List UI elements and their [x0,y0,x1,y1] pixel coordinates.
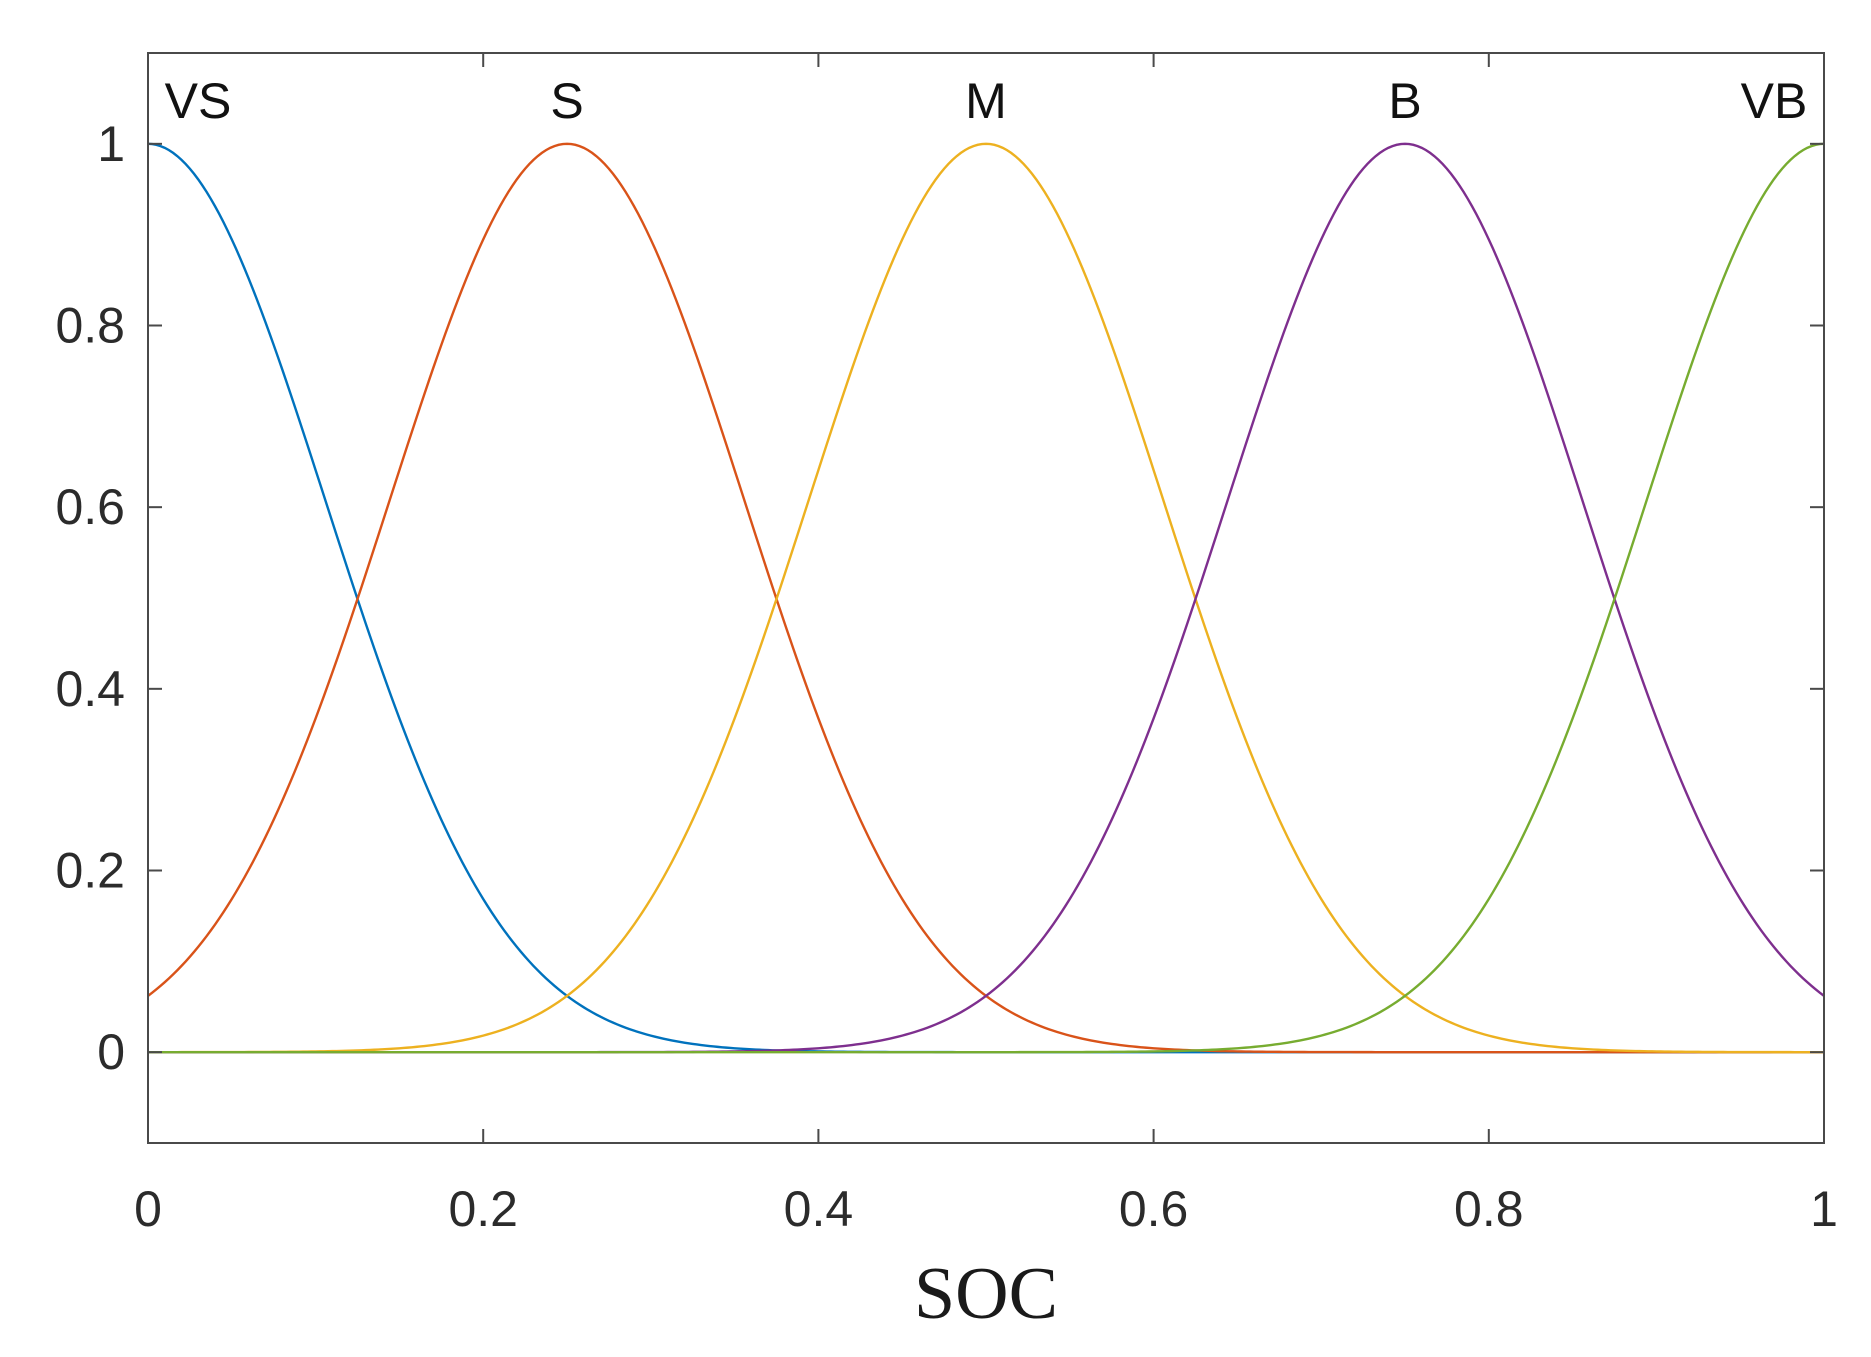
series-line-m [148,142,1824,1054]
series-label-vs: VS [165,73,232,129]
y-tick-label: 0.4 [55,661,125,717]
series-label-b: B [1388,73,1421,129]
x-axis-title: SOC [914,1253,1058,1335]
y-tick-label: 0.8 [55,298,125,354]
plot-frame [147,52,1825,1144]
y-tick-label: 1 [97,116,125,172]
series-label-vb: VB [1741,73,1808,129]
y-tick-label: 0.6 [55,479,125,535]
ticks-layer [147,53,1825,1143]
x-tick-label: 0.4 [784,1181,854,1237]
labels-layer: VS S M B VB 0 0.2 0.4 0.6 0.8 1 0 0.2 0.4 0.6 0.8 1 [55,73,1837,1237]
series-label-m: M [965,73,1007,129]
x-tick-label: 0.2 [448,1181,518,1237]
x-tick-label: 0.6 [1119,1181,1189,1237]
series-line-vb [148,142,1825,1054]
curves-layer [147,142,1825,1054]
y-tick-label: 0.2 [55,843,125,899]
x-tick-label: 1 [1810,1181,1838,1237]
x-tick-label: 0.8 [1454,1181,1524,1237]
x-tick-label: 0 [134,1181,162,1237]
y-tick-label: 0 [97,1024,125,1080]
series-label-s: S [550,73,583,129]
